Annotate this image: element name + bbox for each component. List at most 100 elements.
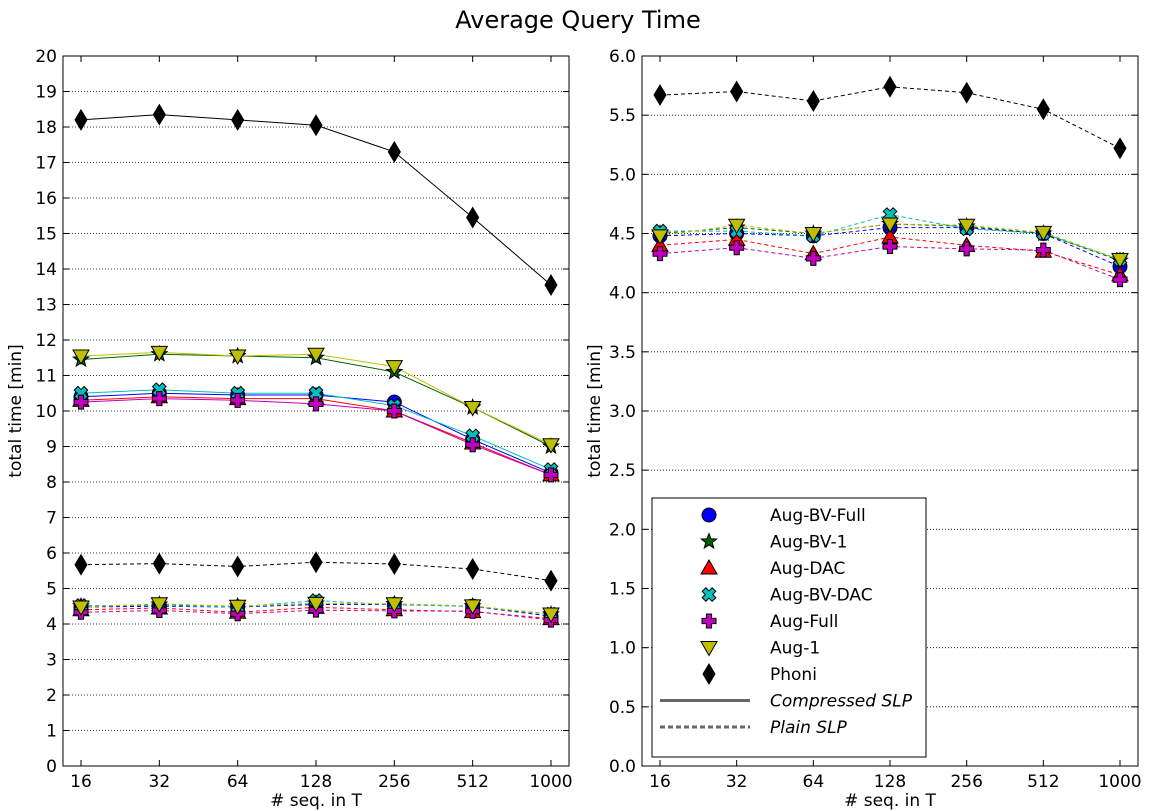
data-point-aug-1 xyxy=(385,360,404,376)
y-tick-label: 5 xyxy=(46,580,57,600)
x-tick-label: 128 xyxy=(300,772,332,792)
legend-box xyxy=(651,497,927,758)
y-tick-label: 9 xyxy=(46,438,57,458)
y-axis-label: total time [min] xyxy=(585,344,605,477)
y-tick-label: 18 xyxy=(35,118,57,138)
data-point-phoni xyxy=(806,89,820,112)
axes-frame xyxy=(641,55,1139,767)
x-tick-label: 256 xyxy=(378,772,410,792)
x-tick-label: 64 xyxy=(227,772,249,792)
y-tick-label: 15 xyxy=(35,225,57,245)
data-point-aug-bv-dac xyxy=(308,385,324,401)
y-tick-label: 6 xyxy=(46,544,57,564)
legend-marker-aug-full xyxy=(701,613,717,629)
data-point-aug-1 xyxy=(385,597,404,613)
legend-marker-phoni xyxy=(702,663,716,685)
y-tick-label: 1 xyxy=(46,722,57,742)
data-point-aug-1 xyxy=(542,607,560,624)
data-point-aug-1 xyxy=(228,349,247,365)
y-tick-label: 3 xyxy=(46,651,57,671)
y-tick-label: 14 xyxy=(35,260,57,280)
data-point-aug-1 xyxy=(463,599,482,615)
data-point-phoni xyxy=(466,206,480,229)
y-tick-label: 0 xyxy=(46,757,57,777)
x-tick-label: 32 xyxy=(149,772,171,792)
x-tick-label: 256 xyxy=(950,772,982,792)
legend-label-plain-slp: Plain SLP xyxy=(770,718,848,738)
data-point-phoni xyxy=(466,558,480,580)
data-point-phoni xyxy=(653,84,667,107)
data-point-phoni xyxy=(544,274,558,296)
legend-label-aug-full: Aug-Full xyxy=(770,612,838,632)
legend-label-aug-bv-full: Aug-BV-Full xyxy=(770,506,866,526)
x-tick-label: 128 xyxy=(874,772,906,792)
y-tick-label: 3.0 xyxy=(609,402,636,422)
data-point-aug-1 xyxy=(72,600,90,616)
y-tick-label: 5.5 xyxy=(609,106,636,126)
data-point-phoni xyxy=(387,140,401,163)
data-point-aug-1 xyxy=(228,599,247,616)
data-point-aug-1 xyxy=(881,217,899,234)
data-point-aug-1 xyxy=(463,400,482,417)
x-tick-label: 512 xyxy=(456,772,488,792)
legend-label-aug-dac: Aug-DAC xyxy=(770,559,845,579)
data-point-phoni xyxy=(231,555,245,578)
data-point-phoni xyxy=(730,80,744,103)
data-point-phoni xyxy=(74,108,88,131)
data-point-aug-1 xyxy=(307,596,325,613)
x-tick-label: 16 xyxy=(70,772,92,792)
y-tick-label: 17 xyxy=(35,154,57,174)
y-tick-label: 4.0 xyxy=(609,284,636,304)
legend-marker-aug-1 xyxy=(700,641,718,657)
x-axis-label: # seq. in T xyxy=(844,791,936,811)
y-tick-label: 1.5 xyxy=(609,580,636,600)
data-point-aug-full xyxy=(882,239,898,255)
y-tick-label: 11 xyxy=(35,367,57,387)
y-tick-label: 1.0 xyxy=(609,639,636,659)
data-point-aug-full xyxy=(652,246,668,262)
data-point-aug-full xyxy=(151,391,167,407)
data-point-aug-full xyxy=(543,467,559,483)
y-tick-label: 3.5 xyxy=(609,343,636,363)
x-tick-label: 32 xyxy=(726,772,748,792)
y-tick-label: 16 xyxy=(35,189,57,209)
legend-marker-aug-dac xyxy=(700,558,718,575)
y-tick-label: 8 xyxy=(46,473,57,493)
data-point-phoni xyxy=(883,75,897,98)
y-tick-label: 2.5 xyxy=(609,461,636,481)
data-point-aug-full xyxy=(1035,242,1051,258)
y-tick-label: 0.0 xyxy=(609,757,636,777)
data-point-aug-full xyxy=(230,392,246,408)
data-point-aug-1 xyxy=(72,349,90,365)
y-tick-label: 10 xyxy=(35,402,57,422)
y-tick-label: 0.5 xyxy=(609,698,636,718)
data-point-aug-full xyxy=(465,437,481,453)
y-tick-label: 13 xyxy=(35,296,57,316)
y-tick-label: 2.0 xyxy=(609,520,636,540)
y-tick-label: 20 xyxy=(35,47,57,67)
data-point-phoni xyxy=(387,553,401,575)
legend-marker-aug-bv-full xyxy=(701,507,717,523)
legend-label-compressed-slp: Compressed SLP xyxy=(770,692,913,712)
data-point-aug-full xyxy=(805,250,821,266)
y-tick-label: 2 xyxy=(46,686,57,706)
data-point-aug-full xyxy=(73,394,89,410)
data-point-aug-1 xyxy=(804,227,823,243)
data-point-phoni xyxy=(152,103,166,126)
legend-label-aug-bv-dac: Aug-BV-DAC xyxy=(770,586,873,606)
data-point-phoni xyxy=(309,551,323,574)
x-tick-label: 16 xyxy=(649,772,671,792)
legend-marker-aug-bv-dac xyxy=(701,587,717,602)
legend-label-aug-1: Aug-1 xyxy=(770,639,820,659)
data-point-phoni xyxy=(309,114,323,137)
data-point-phoni xyxy=(1036,98,1050,121)
data-point-aug-full xyxy=(386,403,402,419)
data-point-phoni xyxy=(960,81,974,104)
data-point-aug-1 xyxy=(727,218,746,235)
data-point-aug-1 xyxy=(542,438,560,454)
data-point-aug-1 xyxy=(1034,225,1053,242)
legend-label-aug-bv-1: Aug-BV-1 xyxy=(770,533,847,553)
y-tick-label: 4 xyxy=(46,615,57,635)
